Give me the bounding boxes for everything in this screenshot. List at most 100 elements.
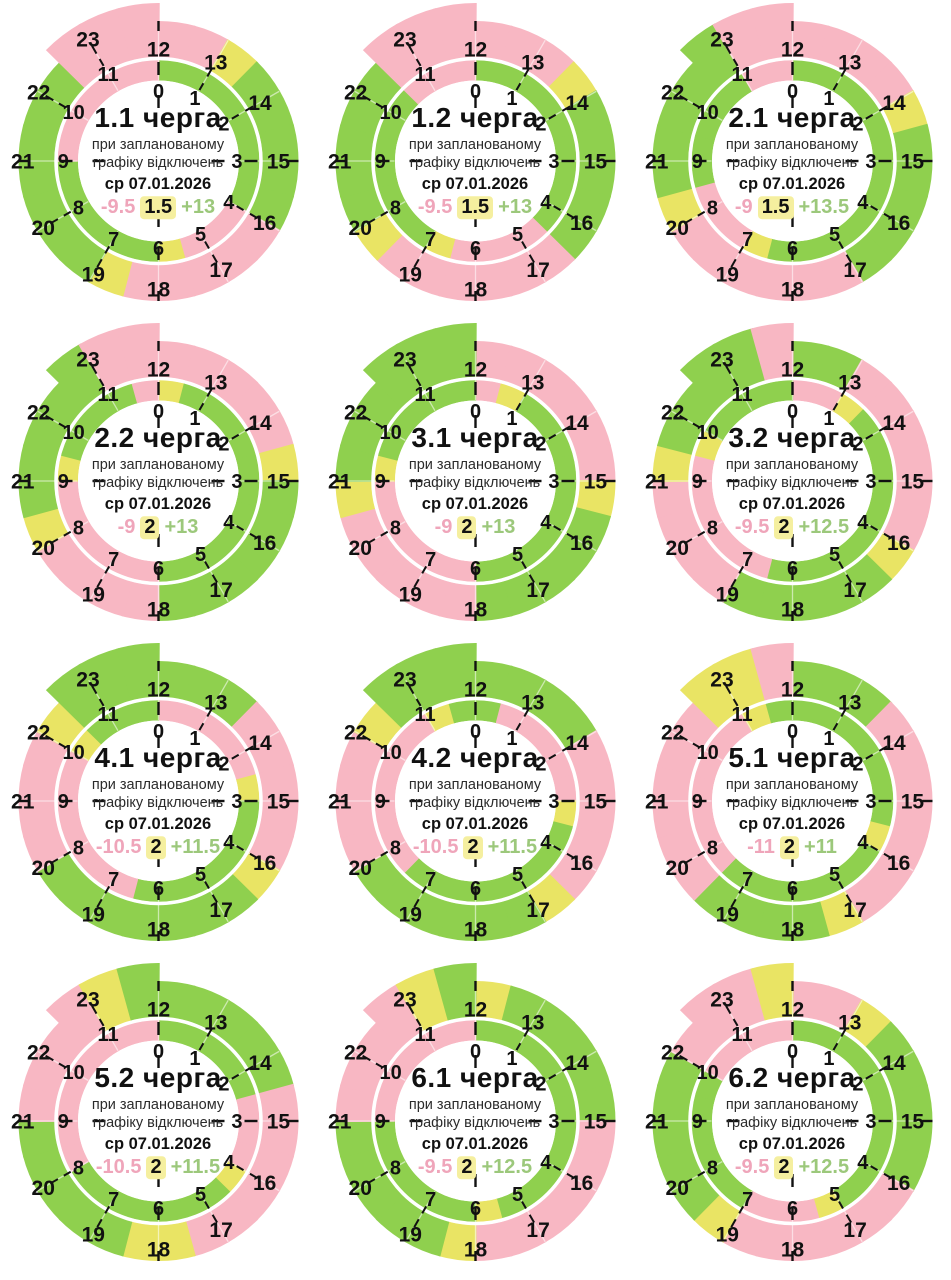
svg-text:20: 20	[666, 857, 689, 880]
svg-text:7: 7	[425, 1189, 436, 1211]
svg-text:0: 0	[787, 1041, 798, 1063]
svg-text:8: 8	[390, 837, 401, 859]
svg-text:6: 6	[153, 1198, 164, 1220]
svg-text:6: 6	[787, 878, 798, 900]
svg-text:21: 21	[328, 151, 352, 174]
svg-text:11: 11	[732, 384, 753, 406]
svg-text:9: 9	[58, 1111, 69, 1133]
svg-text:10: 10	[697, 422, 719, 444]
svg-text:22: 22	[344, 401, 367, 424]
svg-text:15: 15	[584, 471, 608, 494]
svg-text:7: 7	[108, 229, 119, 251]
svg-text:14: 14	[248, 412, 272, 435]
svg-text:18: 18	[464, 1238, 488, 1261]
svg-text:17: 17	[843, 259, 866, 282]
svg-text:4: 4	[857, 192, 869, 214]
svg-text:3: 3	[231, 791, 242, 813]
svg-text:20: 20	[32, 1177, 55, 1200]
svg-text:5: 5	[195, 544, 206, 566]
svg-text:18: 18	[147, 598, 171, 621]
svg-text:8: 8	[707, 837, 718, 859]
svg-text:14: 14	[565, 732, 589, 755]
svg-text:8: 8	[707, 517, 718, 539]
svg-text:13: 13	[204, 691, 227, 714]
svg-text:2: 2	[852, 1073, 863, 1095]
svg-text:11: 11	[415, 704, 436, 726]
svg-text:18: 18	[464, 598, 488, 621]
svg-text:3: 3	[231, 1111, 242, 1133]
svg-text:2: 2	[535, 753, 546, 775]
svg-text:11: 11	[98, 704, 119, 726]
svg-text:19: 19	[399, 904, 422, 927]
svg-text:8: 8	[73, 197, 84, 219]
svg-text:18: 18	[464, 278, 488, 301]
svg-text:23: 23	[76, 988, 99, 1011]
outage-clock-5-2: 0 1 2 3 4 5 6 7 8 9 10 11 12 13 14 15 16 17 18 19 20 21 22 23 5…	[0, 960, 317, 1280]
svg-text:5: 5	[512, 1184, 523, 1206]
svg-text:19: 19	[82, 264, 105, 287]
svg-text:18: 18	[781, 918, 805, 941]
svg-text:19: 19	[399, 584, 422, 607]
svg-text:21: 21	[328, 1111, 352, 1134]
svg-text:5: 5	[512, 864, 523, 886]
svg-text:12: 12	[147, 39, 170, 62]
svg-text:22: 22	[344, 81, 367, 104]
svg-text:22: 22	[27, 1041, 50, 1064]
svg-text:15: 15	[901, 151, 925, 174]
svg-text:21: 21	[645, 471, 669, 494]
svg-text:23: 23	[76, 28, 99, 51]
svg-text:11: 11	[732, 704, 753, 726]
svg-text:16: 16	[570, 1172, 593, 1195]
svg-text:23: 23	[76, 668, 99, 691]
svg-text:5: 5	[829, 224, 840, 246]
svg-text:16: 16	[887, 852, 910, 875]
svg-text:20: 20	[349, 217, 372, 240]
outage-clock-2-2: 0 1 2 3 4 5 6 7 8 9 10 11 12 13 14 15 16 17 18 19 20 21 22 23 2…	[0, 320, 317, 640]
svg-text:19: 19	[716, 264, 739, 287]
svg-text:15: 15	[267, 151, 291, 174]
svg-text:14: 14	[882, 412, 906, 435]
svg-text:14: 14	[882, 1052, 906, 1075]
svg-text:20: 20	[349, 1177, 372, 1200]
svg-text:18: 18	[464, 918, 488, 941]
svg-text:7: 7	[108, 1189, 119, 1211]
svg-text:2: 2	[535, 113, 546, 135]
svg-text:1: 1	[506, 408, 517, 430]
svg-text:18: 18	[147, 1238, 171, 1261]
svg-text:0: 0	[787, 721, 798, 743]
svg-text:7: 7	[742, 549, 753, 571]
outage-clock-4-2: 0 1 2 3 4 5 6 7 8 9 10 11 12 13 14 15 16 17 18 19 20 21 22 23 4…	[317, 640, 634, 960]
svg-text:10: 10	[63, 422, 85, 444]
svg-text:11: 11	[98, 384, 119, 406]
svg-text:4: 4	[223, 1152, 235, 1174]
svg-text:23: 23	[710, 668, 733, 691]
svg-text:17: 17	[526, 579, 549, 602]
svg-text:9: 9	[692, 1111, 703, 1133]
svg-text:1: 1	[823, 88, 834, 110]
svg-text:9: 9	[375, 1111, 386, 1133]
svg-text:16: 16	[887, 1172, 910, 1195]
outage-clock-3-1: 0 1 2 3 4 5 6 7 8 9 10 11 12 13 14 15 16 17 18 19 20 21 22 23 3…	[317, 320, 634, 640]
svg-text:1: 1	[823, 728, 834, 750]
svg-text:6: 6	[470, 1198, 481, 1220]
svg-text:13: 13	[204, 1011, 227, 1034]
svg-text:11: 11	[98, 64, 119, 86]
svg-text:5: 5	[195, 224, 206, 246]
svg-text:3: 3	[548, 791, 559, 813]
svg-text:23: 23	[710, 28, 733, 51]
svg-text:18: 18	[781, 278, 805, 301]
svg-text:5: 5	[195, 1184, 206, 1206]
svg-text:23: 23	[393, 668, 416, 691]
svg-text:6: 6	[470, 558, 481, 580]
svg-text:7: 7	[425, 229, 436, 251]
svg-text:6: 6	[153, 558, 164, 580]
svg-text:1: 1	[823, 1048, 834, 1070]
svg-text:4: 4	[857, 512, 869, 534]
